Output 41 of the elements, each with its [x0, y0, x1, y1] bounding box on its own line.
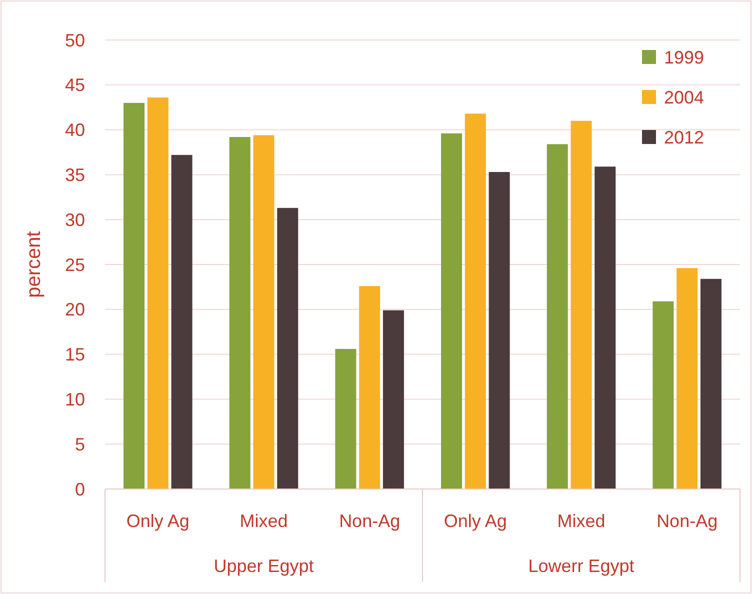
y-tick-label: 15	[64, 344, 85, 365]
bar	[124, 102, 145, 489]
bar	[464, 114, 486, 489]
bar	[700, 278, 722, 489]
y-tick-label: 0	[74, 479, 85, 500]
bar	[382, 310, 404, 489]
bar	[546, 144, 568, 489]
bar	[359, 286, 380, 489]
bar	[594, 166, 616, 489]
bar	[253, 135, 274, 489]
bar	[229, 136, 250, 489]
bar	[570, 120, 592, 489]
bar	[335, 348, 356, 489]
y-tick-label: 5	[74, 434, 85, 454]
legend-label: 1999	[664, 47, 704, 68]
y-tick-label: 10	[64, 390, 85, 410]
bar	[171, 154, 192, 489]
bar	[652, 301, 674, 489]
bar	[147, 97, 168, 489]
x-tick-label: Mixed	[557, 511, 606, 531]
text: Lowerr Egypt	[528, 556, 634, 576]
x-tick-label: Only Ag	[126, 511, 190, 531]
x-tick-label: Mixed	[240, 511, 288, 531]
y-tick-label: 30	[64, 210, 85, 230]
y-tick-label: 50	[64, 30, 85, 50]
bar	[488, 172, 510, 489]
y-axis-title: percent	[23, 230, 45, 298]
bar	[277, 208, 298, 489]
x-tick-label: Non-Ag	[656, 511, 718, 531]
y-tick-label: 40	[64, 120, 85, 140]
text: Upper Egypt	[214, 556, 314, 576]
legend-label: 2004	[664, 87, 704, 108]
y-tick-label: 20	[64, 300, 85, 320]
y-tick-label: 35	[64, 165, 85, 185]
x-tick-label: Non-Ag	[339, 511, 400, 531]
bar	[441, 133, 462, 489]
legend-label: 2012	[664, 127, 704, 148]
y-tick-label: 25	[64, 254, 85, 275]
y-tick-label: 45	[64, 75, 85, 96]
bar	[676, 268, 698, 489]
x-tick-label: Only Ag	[444, 511, 507, 531]
